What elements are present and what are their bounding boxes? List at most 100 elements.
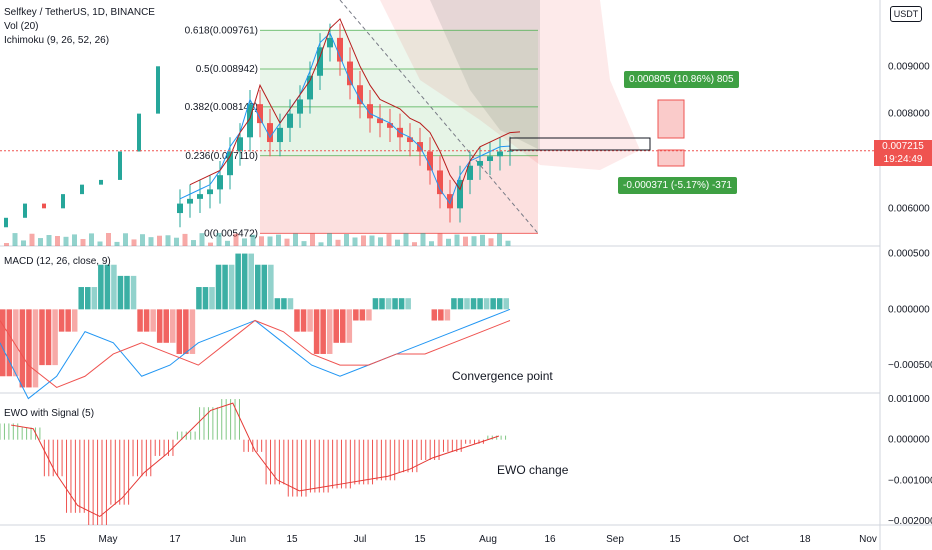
macd-histogram-bar [117,275,124,310]
macd-histogram-bar [503,298,509,310]
fib-level-label: 0.236(0.007110) [185,151,258,162]
volume-bar [4,243,9,246]
macd-histogram-bar [483,298,490,310]
time-tick-label: Sep [606,534,624,545]
candle-body [267,123,273,143]
macd-histogram-bar [320,309,326,354]
candle-body [137,113,141,152]
macd-histogram-bar [143,309,150,332]
volume-bar [259,236,264,246]
volume-bar [225,240,230,246]
volume-bar [310,233,315,246]
macd-histogram-bar [163,309,169,343]
macd-histogram-bar [150,309,156,332]
macd-histogram-bar [58,309,65,332]
volume-bar [250,234,256,246]
macd-histogram-bar [32,309,39,388]
macd-histogram-bar [438,309,444,321]
candle-body [327,37,333,48]
volume-bar [344,234,349,246]
price-tick-label: 0.008000 [888,109,930,120]
volume-bar [46,235,52,246]
ichimoku-base-line [189,18,521,191]
macd-histogram-bar [170,309,176,343]
candle-body [4,217,8,228]
volume-bar [89,233,94,246]
candle-body [467,165,473,180]
volume-bar [437,233,443,246]
macd-histogram-bar [6,309,13,377]
ewo-title: EWO with Signal (5) [4,408,95,419]
time-tick-label: 18 [799,534,811,545]
macd-histogram-bar [451,298,457,310]
candle-body [387,123,393,128]
last-price-tag: 0.007215 [874,140,932,153]
time-tick-label: 15 [34,534,46,545]
volume-bar [216,233,222,246]
candle-body [487,156,493,161]
volume-bar [301,241,307,246]
candle-body [237,137,243,152]
macd-histogram-bar [65,309,71,332]
candle-body [427,151,433,171]
volume-bar [488,238,494,246]
macd-histogram-bar [313,309,320,354]
macd-histogram-bar [45,309,52,366]
macd-histogram-bar [294,309,300,332]
macd-histogram-bar [91,287,98,310]
volume-bar [386,234,392,246]
candle-body [156,66,160,114]
candle-body [197,194,203,199]
stop-callout: -0.000371 (-5.17%) -371 [618,177,737,194]
macd-histogram-bar [156,309,163,343]
volume-bar [497,233,502,246]
macd-histogram-bar [281,298,287,310]
candle-body [217,175,223,190]
time-tick-label: Oct [733,534,749,545]
candle-body [42,203,46,209]
macd-histogram-bar [215,264,222,310]
macd-histogram-bar [85,287,91,310]
volume-bar [12,233,18,246]
macd-histogram-bar [287,298,294,310]
volume-bar [140,234,145,246]
macd-histogram-bar [71,309,78,332]
time-tick-label: Aug [479,534,497,545]
ichimoku-cloud-grey [430,0,540,150]
fib-level-label: 0(0.005472) [204,228,258,239]
macd-histogram-bar [307,309,313,332]
macd-tick-label: −0.000500 [888,360,932,371]
currency-button[interactable]: USDT [890,6,922,22]
signal-line [0,319,511,388]
volume-bar [165,235,171,246]
macd-histogram-bar [196,287,202,310]
volume-bar [369,235,375,246]
candle-body [247,104,253,138]
volume-bar [335,239,341,246]
candle-body [61,194,65,209]
macd-histogram-bar [444,309,451,321]
macd-histogram-bar [268,264,274,310]
volume-bar [38,238,43,246]
macd-histogram-bar [98,264,104,310]
candle-body [307,75,313,100]
ewo-tick-label: −0.002000 [888,516,932,527]
fib-level-label: 0.382(0.008142) [185,102,258,113]
fib-zone [260,69,538,107]
ichimoku-legend: Ichimoku (9, 26, 52, 26) [4,35,110,46]
candle-body [347,61,353,86]
ewo-tick-label: 0.001000 [888,394,930,405]
volume-bar [293,233,298,246]
macd-histogram-bar [189,309,196,354]
volume-bar [55,236,60,246]
candle-body [187,198,193,204]
candle-body [80,184,84,195]
candle-body [367,104,373,119]
macd-title: MACD (12, 26, close, 9) [4,256,111,267]
volume-bar [80,239,86,246]
target-callout: 0.000805 (10.86%) 805 [624,71,739,88]
volume-bar [63,236,69,246]
volume-bar [157,235,162,246]
macd-histogram-bar [235,253,241,310]
